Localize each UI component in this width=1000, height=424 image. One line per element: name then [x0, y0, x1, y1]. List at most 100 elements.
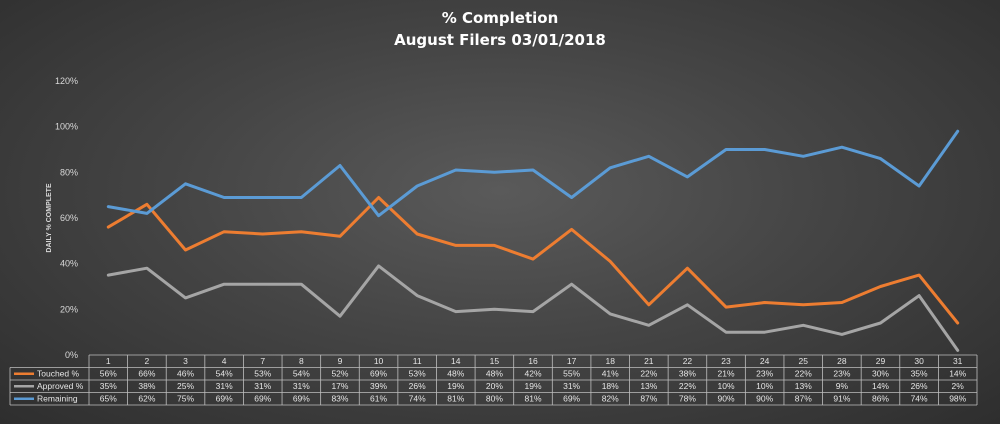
data-label: 18%: [602, 381, 619, 391]
x-tick-label: 4: [222, 356, 227, 366]
data-label: 78%: [679, 394, 696, 404]
y-tick-label: 100%: [55, 122, 78, 132]
series-line-approved: [106, 264, 960, 352]
data-label: 90%: [756, 394, 773, 404]
series-line-remaining: [106, 129, 960, 218]
data-label: 23%: [756, 369, 773, 379]
x-tick-label: 14: [451, 356, 461, 366]
data-label: 53%: [409, 369, 426, 379]
data-label: 91%: [833, 394, 850, 404]
data-label: 74%: [911, 394, 928, 404]
data-label: 82%: [602, 394, 619, 404]
data-label: 69%: [216, 394, 233, 404]
data-label: 48%: [447, 369, 464, 379]
x-tick-label: 1: [106, 356, 111, 366]
data-label: 54%: [293, 369, 310, 379]
data-label: 62%: [138, 394, 155, 404]
data-label: 10%: [718, 381, 735, 391]
data-label: 14%: [949, 369, 966, 379]
x-tick-label: 25: [799, 356, 809, 366]
data-label: 98%: [949, 394, 966, 404]
data-label: 69%: [563, 394, 580, 404]
y-tick-label: 40%: [60, 259, 78, 269]
y-tick-label: 120%: [55, 76, 78, 86]
data-label: 19%: [447, 381, 464, 391]
data-label: 10%: [756, 381, 773, 391]
data-label: 56%: [100, 369, 117, 379]
data-label: 61%: [370, 394, 387, 404]
data-label: 26%: [911, 381, 928, 391]
y-axis-label: DAILY % COMPLETE: [46, 183, 53, 253]
x-tick-label: 17: [567, 356, 577, 366]
data-label: 39%: [370, 381, 387, 391]
data-label: 69%: [254, 394, 271, 404]
data-label: 19%: [524, 381, 541, 391]
data-label: 81%: [447, 394, 464, 404]
x-tick-label: 8: [299, 356, 304, 366]
data-table: 1 2 3 4 7 8 9 10 11 14 15 16 17 18 21 22 23 24 25 28 29 30 31T…: [9, 354, 978, 406]
legend-label: Remaining: [37, 394, 78, 404]
data-label: 38%: [138, 381, 155, 391]
data-label: 31%: [216, 381, 233, 391]
x-tick-label: 10: [374, 356, 384, 366]
data-label: 53%: [254, 369, 271, 379]
data-label: 17%: [331, 381, 348, 391]
chart-title: % Completion: [442, 9, 559, 27]
data-label: 22%: [679, 381, 696, 391]
data-label: 69%: [370, 369, 387, 379]
data-label: 13%: [640, 381, 657, 391]
data-label: 80%: [486, 394, 503, 404]
data-label: 35%: [100, 381, 117, 391]
data-label: 52%: [331, 369, 348, 379]
y-tick-label: 60%: [60, 213, 78, 223]
x-tick-label: 2: [145, 356, 150, 366]
y-axis: 0% 20% 40% 60% 80% 100% 120%: [55, 76, 78, 360]
plot-area: [106, 129, 960, 352]
data-label: 2%: [952, 381, 965, 391]
data-label: 87%: [640, 394, 657, 404]
x-tick-label: 9: [338, 356, 343, 366]
data-label: 69%: [293, 394, 310, 404]
data-label: 54%: [216, 369, 233, 379]
y-tick-label: 80%: [60, 167, 78, 177]
data-label: 83%: [331, 394, 348, 404]
data-label: 31%: [563, 381, 580, 391]
data-label: 21%: [718, 369, 735, 379]
chart-subtitle: August Filers 03/01/2018: [394, 31, 606, 49]
x-tick-label: 15: [490, 356, 500, 366]
x-tick-label: 28: [837, 356, 847, 366]
data-label: 81%: [524, 394, 541, 404]
data-label: 65%: [100, 394, 117, 404]
y-tick-label: 20%: [60, 304, 78, 314]
data-label: 75%: [177, 394, 194, 404]
x-tick-label: 22: [683, 356, 693, 366]
x-tick-label: 23: [721, 356, 731, 366]
data-label: 23%: [833, 369, 850, 379]
x-tick-label: 30: [914, 356, 924, 366]
x-tick-label: 31: [953, 356, 963, 366]
data-label: 31%: [254, 381, 271, 391]
legend-label: Approved %: [37, 381, 84, 391]
data-label: 90%: [718, 394, 735, 404]
data-label: 20%: [486, 381, 503, 391]
data-label: 25%: [177, 381, 194, 391]
data-label: 22%: [640, 369, 657, 379]
data-label: 86%: [872, 394, 889, 404]
data-label: 35%: [911, 369, 928, 379]
x-tick-label: 16: [528, 356, 538, 366]
y-tick-label: 0%: [65, 350, 78, 360]
data-label: 22%: [795, 369, 812, 379]
x-tick-label: 3: [183, 356, 188, 366]
series-line-touched: [106, 196, 960, 325]
data-label: 66%: [138, 369, 155, 379]
x-tick-label: 24: [760, 356, 770, 366]
x-tick-label: 21: [644, 356, 654, 366]
data-label: 42%: [524, 369, 541, 379]
data-label: 74%: [409, 394, 426, 404]
data-label: 9%: [836, 381, 849, 391]
data-label: 14%: [872, 381, 889, 391]
data-label: 26%: [409, 381, 426, 391]
x-tick-label: 18: [605, 356, 615, 366]
data-label: 87%: [795, 394, 812, 404]
